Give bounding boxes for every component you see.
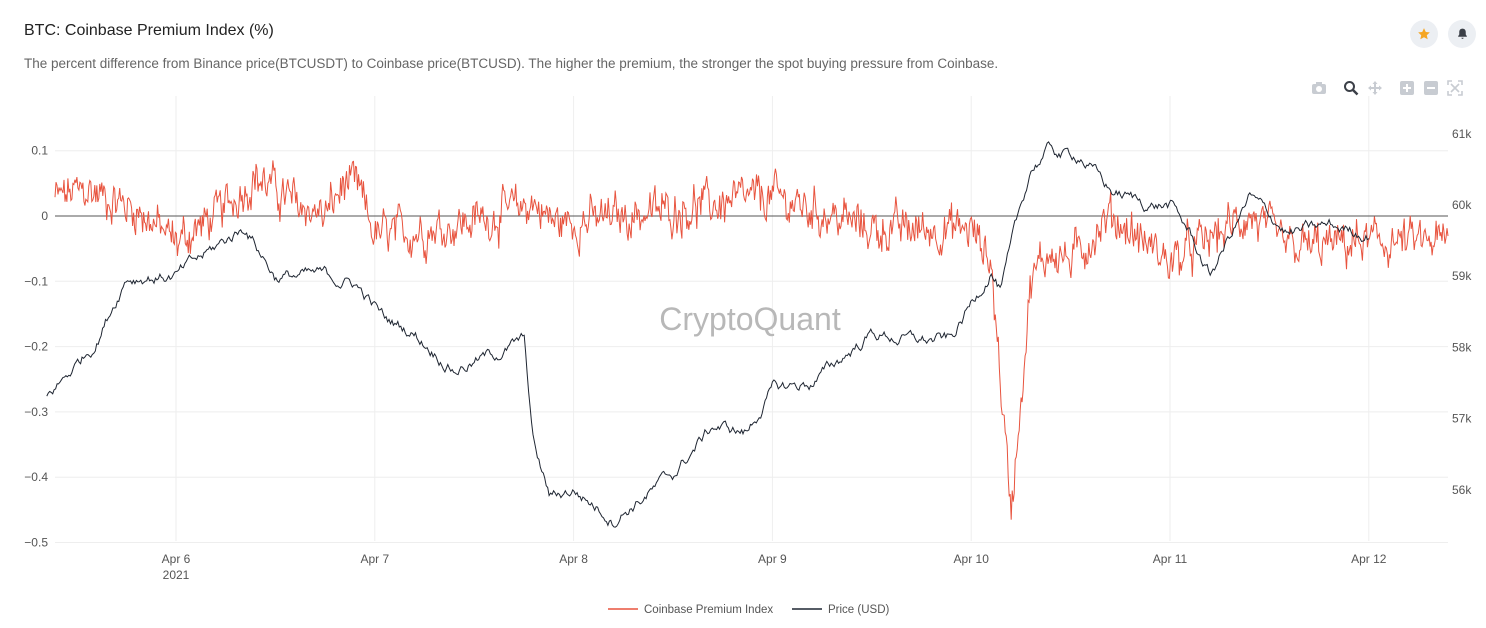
x-year-label: 2021 xyxy=(163,568,190,582)
y-right-tick-label: 59k xyxy=(1452,269,1472,283)
page-title: BTC: Coinbase Premium Index (%) xyxy=(24,22,274,39)
bell-icon xyxy=(1457,28,1467,39)
y-right-tick-label: 60k xyxy=(1452,198,1472,212)
series-lines xyxy=(46,141,1449,528)
camera-icon[interactable] xyxy=(1310,79,1328,97)
grid-lines xyxy=(55,96,1448,543)
x-tick-label: Apr 9 xyxy=(758,552,787,566)
y-left-tick-label: −0.5 xyxy=(24,536,48,550)
y-left-tick-label: 0.1 xyxy=(31,144,48,158)
x-tick-label: Apr 10 xyxy=(954,552,990,566)
watermark-logo: CryptoQuant xyxy=(659,301,841,337)
y-left-tick-label: −0.3 xyxy=(24,405,48,419)
y-axis-right: 61k 60k 59k 58k 57k 56k xyxy=(1452,127,1472,497)
x-tick-label: Apr 6 xyxy=(162,552,191,566)
legend-item-label[interactable]: Coinbase Premium Index xyxy=(644,604,773,616)
pan-icon[interactable] xyxy=(1366,79,1384,97)
y-right-tick-label: 61k xyxy=(1452,127,1472,141)
y-left-tick-label: −0.2 xyxy=(24,340,48,354)
y-right-tick-label: 58k xyxy=(1452,340,1472,354)
star-icon xyxy=(1418,28,1430,40)
x-axis: Apr 6 Apr 7 Apr 8 Apr 9 Apr 10 Apr 11 Apr 12 20… xyxy=(162,552,1387,582)
legend[interactable]: Coinbase Premium Index Price (USD) xyxy=(608,604,890,616)
y-right-tick-label: 56k xyxy=(1452,483,1472,497)
autoscale-icon[interactable] xyxy=(1446,79,1464,97)
notification-button[interactable] xyxy=(1448,20,1476,48)
series-line-price-usd xyxy=(46,141,1370,528)
y-left-tick-label: 0 xyxy=(41,209,48,223)
x-tick-label: Apr 11 xyxy=(1153,552,1188,566)
chart-description: The percent difference from Binance pric… xyxy=(24,56,999,71)
legend-item-label[interactable]: Price (USD) xyxy=(828,604,890,616)
series-line-coinbase-premium-index xyxy=(54,160,1449,520)
zoom-out-icon[interactable] xyxy=(1422,79,1440,97)
y-right-tick-label: 57k xyxy=(1452,412,1472,426)
favorite-button[interactable] xyxy=(1410,20,1438,48)
zoom-in-icon[interactable] xyxy=(1398,79,1416,97)
zoom-icon[interactable] xyxy=(1342,79,1360,97)
y-left-tick-label: −0.4 xyxy=(24,470,48,484)
y-axis-left: 0.1 0 −0.1 −0.2 −0.3 −0.4 −0.5 xyxy=(24,144,48,550)
x-tick-label: Apr 12 xyxy=(1351,552,1387,566)
y-left-tick-label: −0.1 xyxy=(24,274,48,288)
x-tick-label: Apr 8 xyxy=(559,552,588,566)
x-tick-label: Apr 7 xyxy=(360,552,389,566)
